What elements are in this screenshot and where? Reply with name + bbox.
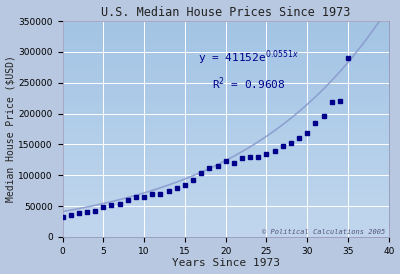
- Text: R$^2$ = 0.9608: R$^2$ = 0.9608: [212, 75, 285, 92]
- Y-axis label: Median House Price ($USD): Median House Price ($USD): [6, 56, 16, 202]
- Title: U.S. Median House Prices Since 1973: U.S. Median House Prices Since 1973: [101, 5, 350, 19]
- X-axis label: Years Since 1973: Years Since 1973: [172, 258, 280, 269]
- Text: © Political Calculations 2005: © Political Calculations 2005: [262, 229, 386, 235]
- Text: y = 41152e$^{0.0551x}$: y = 41152e$^{0.0551x}$: [198, 48, 299, 67]
